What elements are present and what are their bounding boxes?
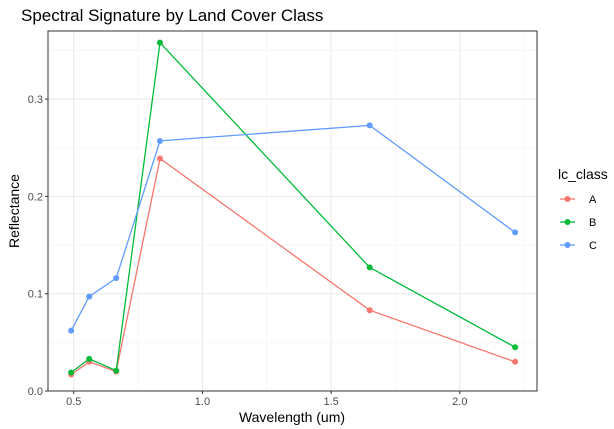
data-point <box>512 358 519 365</box>
data-point <box>366 122 373 129</box>
series-line <box>70 124 516 332</box>
x-axis-title: Wavelength (um) <box>239 409 345 425</box>
series-C <box>68 122 519 334</box>
x-tick-label: 1.5 <box>323 396 338 408</box>
data-point <box>68 369 75 376</box>
y-tick-label: 0.3 <box>28 94 43 106</box>
data-point <box>512 344 519 351</box>
series-B <box>68 39 519 376</box>
legend-key-point <box>564 219 571 225</box>
data-point <box>86 355 93 362</box>
y-tick-label: 0.2 <box>28 191 43 203</box>
legend-item-C: C <box>560 240 597 252</box>
legend: lc_class ABC <box>558 166 608 252</box>
legend-key-point <box>564 196 571 202</box>
data-point <box>156 155 163 162</box>
x-tick-label: 2.0 <box>452 396 467 408</box>
legend-item-B: B <box>560 217 596 229</box>
y-tick-label: 0.0 <box>28 386 43 398</box>
legend-item-A: A <box>560 194 597 206</box>
series-line <box>70 41 516 374</box>
x-tick-label: 1.0 <box>195 396 210 408</box>
plot-border <box>47 30 538 392</box>
legend-title: lc_class <box>558 166 608 182</box>
data-point <box>68 327 75 334</box>
legend-label: B <box>589 217 596 229</box>
y-tick-label: 0.1 <box>28 289 43 301</box>
plot-panel <box>48 31 537 391</box>
data-point <box>113 275 120 282</box>
x-tick-label: 0.5 <box>66 396 81 408</box>
y-axis-title: Reflectance <box>6 174 22 248</box>
data-point <box>113 367 120 374</box>
data-point <box>512 229 519 236</box>
data-point <box>156 39 163 46</box>
series-line <box>70 157 516 376</box>
data-point <box>366 264 373 271</box>
legend-key-point <box>564 242 571 248</box>
data-point <box>86 293 93 300</box>
legend-label: A <box>589 194 597 206</box>
data-point <box>366 307 373 314</box>
chart-title: Spectral Signature by Land Cover Class <box>21 6 323 25</box>
series-layer <box>68 39 519 378</box>
axes: 0.5 1.0 1.5 2.0 0.0 0.1 0.2 0.3 <box>28 94 468 408</box>
legend-label: C <box>589 240 597 252</box>
data-point <box>156 137 163 144</box>
